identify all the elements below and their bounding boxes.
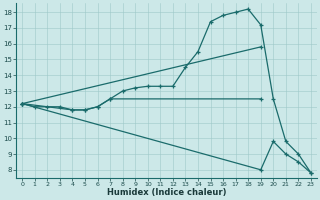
X-axis label: Humidex (Indice chaleur): Humidex (Indice chaleur): [107, 188, 226, 197]
